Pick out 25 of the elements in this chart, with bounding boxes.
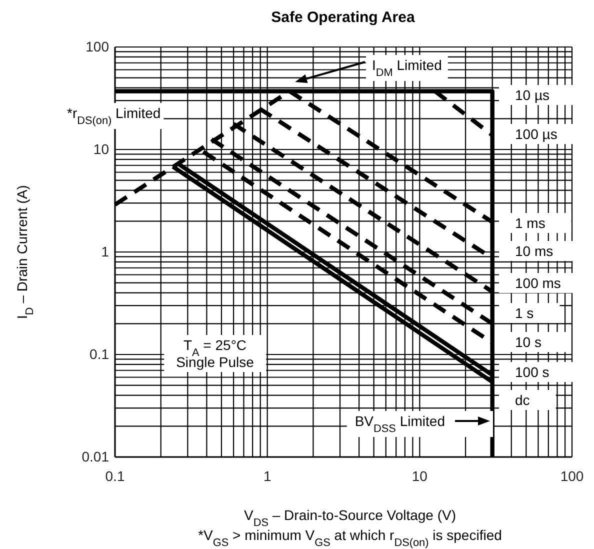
annotation: I$_{DM}$ Limited — [372, 57, 442, 79]
y-tick-label: 100 — [86, 38, 110, 54]
annotation: 10 µs — [515, 87, 550, 103]
annotation: 100 ms — [515, 275, 561, 291]
x-tick-label: 0.1 — [105, 468, 125, 484]
annotation: *r$_{DS(on)}$ Limited — [67, 105, 161, 127]
annotation: dc — [515, 392, 530, 408]
annotation: 100 µs — [515, 126, 558, 142]
annotation: 10 ms — [515, 243, 554, 259]
annotation: T$_{A}$ = 25°C Single Pulse — [176, 337, 254, 370]
x-tick-label: 10 — [412, 468, 428, 484]
annotation: 1 s — [515, 305, 534, 321]
y-tick-label: 0.01 — [82, 448, 110, 464]
text: *V$_{GS}$ > minimum V$_{GS}$ at which r$_{DS(on)}$ is specified — [198, 527, 502, 549]
x-axis-title: V$_{DS}$ – Drain-to-Source Voltage (V) — [244, 507, 456, 529]
chart-title: Safe Operating Area — [271, 9, 416, 26]
annotation: 100 s — [515, 364, 550, 380]
annotation: 10 s — [515, 334, 542, 350]
annotation: BV$_{DSS}$ Limited — [354, 413, 445, 435]
annotation: 1 ms — [515, 215, 546, 231]
x-tick-label: 1 — [263, 468, 272, 484]
x-tick-label: 100 — [560, 468, 584, 484]
y-tick-label: 0.1 — [90, 346, 110, 362]
y-tick-label: 10 — [93, 140, 110, 157]
y-tick-label: 1 — [101, 243, 110, 260]
